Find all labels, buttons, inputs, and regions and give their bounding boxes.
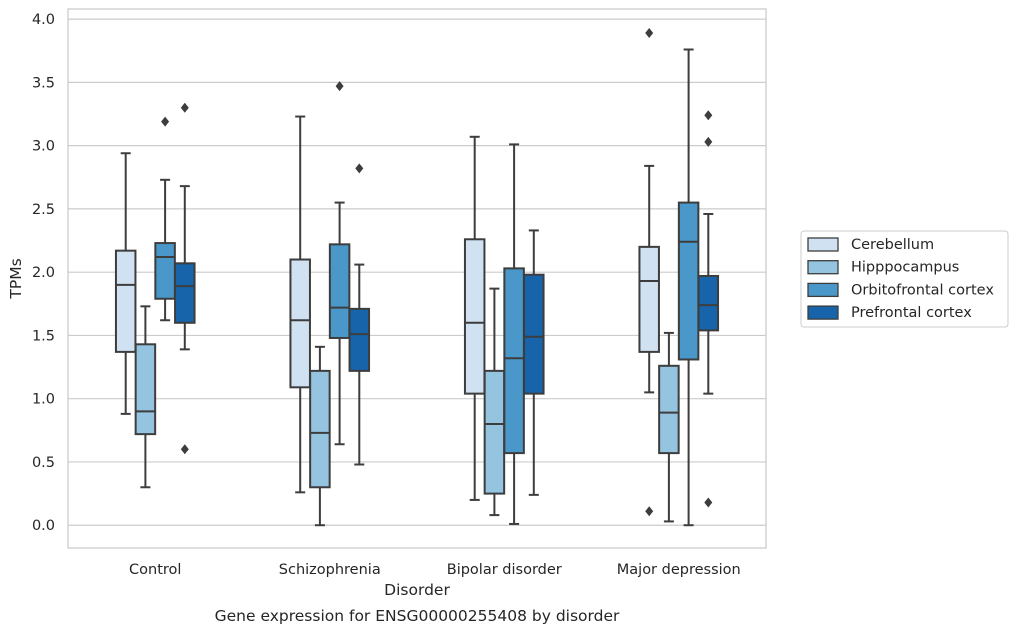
y-tick-label: 1.5 (32, 328, 55, 344)
legend-swatch (807, 260, 839, 275)
outlier-point (335, 81, 344, 92)
outlier-point (645, 28, 654, 39)
box-iqr (309, 369, 331, 489)
x-tick-label: Bipolar disorder (447, 562, 562, 578)
box-iqr (523, 273, 545, 395)
box-iqr (134, 343, 157, 436)
legend-label: Prefrontal cortex (851, 305, 972, 321)
legend-swatch (807, 282, 839, 298)
box-iqr (114, 249, 137, 353)
x-tick-label: Major depression (617, 562, 741, 578)
x-tick-label: Schizophrenia (279, 562, 381, 578)
box-iqr (483, 369, 506, 495)
box-orbitofrontal-cortex-0 (154, 116, 176, 322)
outlier-point (645, 506, 654, 517)
y-axis-label: TPMs (7, 258, 25, 299)
outlier-point (704, 136, 713, 147)
plot-frame (67, 8, 767, 549)
y-tick-label: 1.0 (32, 392, 55, 408)
outlier-point (180, 444, 189, 455)
box-cerebellum-3 (638, 28, 660, 517)
legend-frame (800, 230, 1009, 328)
box-orbitofrontal-cortex-3 (677, 48, 700, 527)
box-iqr (503, 267, 525, 455)
legend-label: Hipppocampus (851, 260, 959, 276)
box-cerebellum-1 (289, 115, 311, 494)
box-iqr (174, 262, 196, 324)
legend-label: Cerebellum (851, 237, 934, 253)
legend: Cerebellum Hipppocampus Orbitofrontal cort… (800, 230, 1009, 328)
outlier-point (180, 102, 189, 113)
y-tick-label: 3.0 (32, 139, 55, 155)
y-tick-label: 3.5 (32, 75, 55, 91)
box-iqr (328, 243, 351, 339)
box-hipppocampus-0 (134, 305, 157, 489)
legend-swatch (807, 305, 839, 320)
y-tick-label: 0.5 (32, 455, 55, 471)
box-hipppocampus-1 (309, 345, 331, 527)
box-cerebellum-2 (463, 135, 486, 501)
legend-label: Orbitofrontal cortex (851, 282, 994, 298)
box-hipppocampus-3 (658, 331, 680, 523)
x-tick-label: Control (129, 562, 181, 578)
box-prefrontal-cortex-0 (174, 102, 196, 455)
box-iqr (658, 364, 680, 455)
outlier-point (355, 163, 364, 174)
box-orbitofrontal-cortex-1 (328, 81, 351, 446)
box-iqr (677, 201, 700, 361)
y-tick-label: 2.5 (32, 202, 55, 218)
y-axis-ticks: 0.0 0.5 1.0 1.5 2.0 2.5 3.0 3.5 4.0 (32, 12, 55, 534)
outlier-point (704, 497, 713, 508)
legend-swatch (807, 237, 839, 252)
outlier-point (161, 116, 170, 127)
box-iqr (289, 258, 311, 389)
box-iqr (638, 245, 660, 353)
y-tick-label: 0.0 (32, 518, 55, 534)
box-prefrontal-cortex-3 (697, 110, 720, 508)
y-tick-label: 2.0 (32, 265, 55, 281)
y-tick-label: 4.0 (32, 12, 55, 28)
box-prefrontal-cortex-1 (348, 163, 371, 466)
x-axis-ticks: Control Schizophrenia Bipolar disorder Majo… (129, 562, 741, 578)
box-hipppocampus-2 (483, 287, 506, 517)
box-iqr (463, 238, 486, 395)
box-iqr (154, 242, 176, 300)
box-cerebellum-0 (114, 152, 137, 415)
box-prefrontal-cortex-2 (523, 229, 545, 496)
outlier-point (704, 110, 713, 121)
x-axis-label: Disorder (384, 581, 450, 599)
chart-caption: Gene expression for ENSG00000255408 by d… (215, 607, 620, 625)
box-iqr (697, 274, 720, 332)
box-iqr (348, 307, 371, 372)
box-plot-marks (114, 28, 720, 527)
box-orbitofrontal-cortex-2 (503, 143, 525, 525)
